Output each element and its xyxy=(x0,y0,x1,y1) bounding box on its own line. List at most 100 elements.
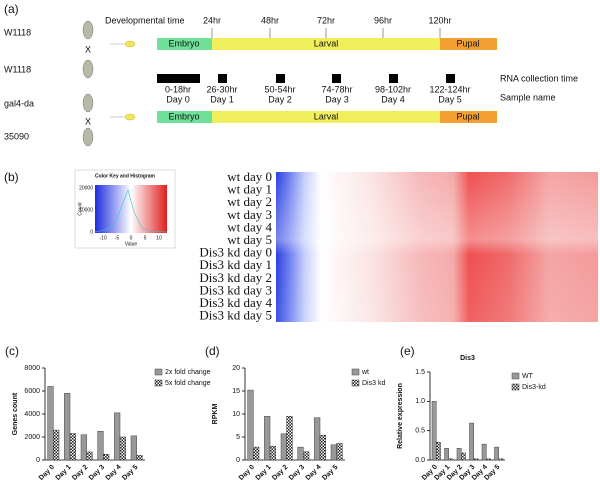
stage: Larval xyxy=(314,38,339,48)
key-tick: 0 xyxy=(90,229,93,235)
x-tick-label: Day 2 xyxy=(271,464,289,482)
row-label: Dis3 kd day 2 xyxy=(199,270,272,285)
y-axis-label: RPKM xyxy=(212,404,219,425)
bar xyxy=(280,433,287,461)
y-tick-label: 0.5 xyxy=(415,428,425,435)
legend-label: Dis3-kd xyxy=(522,384,546,391)
bar xyxy=(269,445,276,461)
collection-time: 26-30hr xyxy=(206,84,237,94)
bar xyxy=(498,458,504,461)
sample-name: Day 0 xyxy=(166,94,190,104)
bar xyxy=(444,448,449,461)
row-label: Dis3 kd day 1 xyxy=(199,257,272,272)
x-tick-label: Day 4 xyxy=(105,464,123,482)
sample-name: Day 4 xyxy=(381,94,405,104)
legend-swatch xyxy=(154,368,163,376)
bar xyxy=(103,454,110,461)
bar xyxy=(473,458,479,461)
legend-swatch xyxy=(511,372,520,380)
panel-label: (b) xyxy=(4,170,19,184)
row-label: wt day 2 xyxy=(227,194,272,209)
time-ticks: 24hr 48hr 72hr 96hr 120hr xyxy=(203,15,452,38)
panel-label: (e) xyxy=(400,344,415,358)
key-x-label: Value xyxy=(125,241,138,247)
x-tick-label: Day 5 xyxy=(321,464,339,482)
key-tick: 5 xyxy=(144,235,147,241)
legend-swatch xyxy=(511,383,520,391)
color-key: Color Key and Histogram Count 0 10000 20… xyxy=(74,169,176,249)
collection-time: 122-124hr xyxy=(429,84,470,94)
x-tick-label: Day 0 xyxy=(38,464,56,482)
bar xyxy=(481,443,487,461)
key-y-label: Count xyxy=(77,202,83,216)
bar xyxy=(247,389,254,461)
collection-time: 74-78hr xyxy=(321,84,352,94)
key-tick: 10000 xyxy=(79,207,93,213)
bar xyxy=(80,434,87,461)
bar xyxy=(431,401,437,461)
row-label: wt day 4 xyxy=(227,219,272,234)
legend-swatch xyxy=(351,379,360,387)
legend-label: Dis3 kd xyxy=(362,380,385,387)
y-tick-label: 4000 xyxy=(24,411,40,418)
bar xyxy=(69,433,76,461)
sample-name: Day 2 xyxy=(268,94,292,104)
flies xyxy=(82,20,94,147)
cross: X xyxy=(85,116,91,126)
row-label: wt day 0 xyxy=(227,169,272,184)
x-tick-label: Day 2 xyxy=(71,464,89,482)
timeline: Embryo Larval Pupal xyxy=(157,111,497,123)
heatmap xyxy=(276,172,598,322)
row-label: Dis3 kd day 3 xyxy=(199,282,272,297)
row-label: wt day 1 xyxy=(227,182,272,197)
y-tick-label: 0.0 xyxy=(415,457,425,464)
bar xyxy=(336,443,343,461)
chart-title: Dis3 xyxy=(460,355,475,362)
legend-text: Sample name xyxy=(500,92,556,102)
tick-label: 72hr xyxy=(317,15,335,25)
key-title: Color Key and Histogram xyxy=(95,173,156,179)
parent: W1118 xyxy=(4,27,31,37)
panel-label: (a) xyxy=(4,2,19,16)
row-label: Dis3 kd day 0 xyxy=(199,245,272,260)
eggs xyxy=(124,40,136,121)
parent: 35090 xyxy=(4,131,29,141)
stage: Embryo xyxy=(168,38,199,48)
bar xyxy=(136,455,143,461)
legend-text: RNA collection time xyxy=(500,73,578,83)
sample-name: Day 1 xyxy=(210,94,234,104)
legend-swatch xyxy=(154,379,163,387)
key-tick: 0 xyxy=(130,235,133,241)
collection-time: 0-18hr xyxy=(165,84,191,94)
row-label: Dis3 kd day 4 xyxy=(199,295,272,310)
panel-label: (d) xyxy=(205,344,220,358)
key-tick: -5 xyxy=(115,235,120,241)
x-tick-label: Day 0 xyxy=(238,464,256,482)
stage: Embryo xyxy=(168,111,199,121)
x-tick-label: Day 1 xyxy=(55,464,73,482)
x-tick-label: Day 5 xyxy=(121,464,139,482)
y-tick-label: 20 xyxy=(232,365,240,372)
tick-label: 48hr xyxy=(261,15,279,25)
y-axis-label: Relative expression xyxy=(397,383,404,449)
bar xyxy=(253,446,260,461)
collection-marks xyxy=(157,74,455,83)
key-tick: -10 xyxy=(99,235,106,241)
y-tick-label: 1.0 xyxy=(415,398,425,405)
bar xyxy=(456,448,462,461)
bar xyxy=(303,451,310,461)
bar xyxy=(64,393,71,461)
bar xyxy=(86,451,93,461)
tick-label: 24hr xyxy=(203,15,221,25)
y-tick-label: 5 xyxy=(236,434,240,441)
bar xyxy=(330,444,337,461)
y-tick-label: 15 xyxy=(232,388,240,395)
bar xyxy=(264,416,271,461)
legend-label: WT xyxy=(522,373,534,380)
parent: W1118 xyxy=(4,64,31,74)
row-labels: wt day 0wt day 1wt day 2wt day 3wt day 4… xyxy=(199,169,272,323)
